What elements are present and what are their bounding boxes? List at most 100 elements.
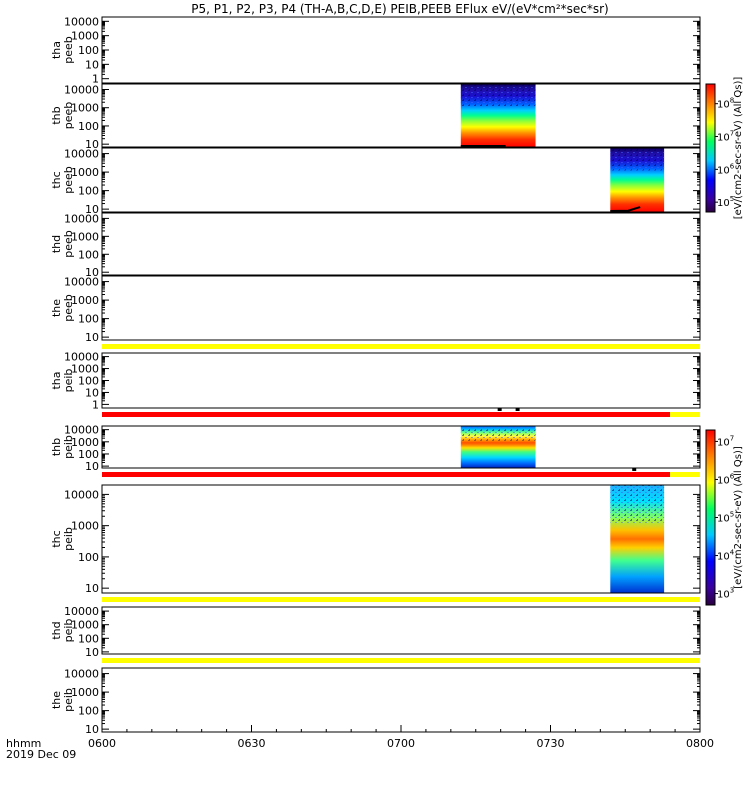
colorbar-tick-label: 107 <box>717 130 734 144</box>
y-tick-label: 10000 <box>64 605 99 618</box>
x-axis-label-date: 2019 Dec 09 <box>6 748 76 761</box>
mode-indicator-dot <box>515 408 520 411</box>
colorbar-tick-exponent: 7 <box>730 130 734 138</box>
colorbar-tick-label: 103 <box>717 587 734 601</box>
panel-label-probe: thc <box>50 171 63 188</box>
panel-thc-peib: 10 100 1000 10000 thc peib <box>50 484 701 602</box>
panel-frame <box>101 425 701 469</box>
panel-label-product: peeb <box>62 166 75 194</box>
spectrogram-noise <box>460 426 536 441</box>
panel-frame <box>101 352 701 409</box>
mode-indicator-bar <box>670 472 700 477</box>
panel-label-product: peib <box>62 619 75 643</box>
panel-label-product: peib <box>62 688 75 712</box>
panel-label-product: peeb <box>62 230 75 258</box>
panel-label-probe: thb <box>50 106 63 124</box>
y-tick-label: 100 <box>78 705 99 718</box>
y-tick-label: 1000 <box>71 230 99 243</box>
y-tick-label: 10 <box>85 646 99 659</box>
panel-frame <box>101 83 701 148</box>
colorbar-tick-label: 105 <box>717 511 734 525</box>
mode-indicator-bar <box>102 412 671 417</box>
panel-label-product: peeb <box>62 294 75 322</box>
panel-label-probe: thc <box>50 530 63 547</box>
chart-title: P5, P1, P2, P3, P4 (TH-A,B,C,D,E) PEIB,P… <box>191 2 608 16</box>
panel-frame <box>101 606 701 655</box>
panel-label-probe: thd <box>50 235 63 253</box>
spectrogram-noise <box>460 84 536 107</box>
panel-label-probe: the <box>50 299 63 317</box>
y-tick-label: 10 <box>85 386 99 399</box>
y-tick-label: 10 <box>85 723 99 736</box>
panel-frame <box>101 212 701 276</box>
y-tick-label: 100 <box>78 448 99 461</box>
y-tick-label: 100 <box>78 551 99 564</box>
y-tick-label: 10000 <box>64 276 99 289</box>
colorbar-tick-label: 108 <box>717 97 734 111</box>
colorbar-tick-exponent: 7 <box>730 434 734 442</box>
colorbar-label: [eV/(cm2-sec-sr-eV) (All Qs)] <box>733 446 744 589</box>
y-tick-label: 100 <box>78 375 99 388</box>
x-axis-label-hhmm: hhmm <box>6 737 41 750</box>
colorbar-scale <box>705 83 716 213</box>
y-tick-label: 10 <box>85 203 99 216</box>
y-tick-label: 1000 <box>71 619 99 632</box>
mode-indicator-bar <box>102 344 700 349</box>
panel-frame <box>101 147 701 213</box>
panel-label-product: peeb <box>62 102 75 130</box>
y-tick-label: 100 <box>78 313 99 326</box>
y-tick-label: 1000 <box>71 363 99 376</box>
panel-label-probe: tha <box>50 41 63 59</box>
panel-label-product: peib <box>62 369 75 393</box>
spacecraft-potential-line <box>610 206 641 212</box>
y-tick-label: 10000 <box>64 488 99 501</box>
mode-indicator-dot <box>497 408 502 411</box>
x-tick-label: 0600 <box>88 737 116 750</box>
panel-label-product: peeb <box>62 36 75 64</box>
spectrogram-noise <box>610 485 665 523</box>
y-tick-label: 10 <box>85 138 99 151</box>
y-tick-label: 100 <box>78 120 99 133</box>
colorbar-tick-exponent: 3 <box>730 587 734 595</box>
mode-indicator-dot <box>632 468 637 471</box>
y-tick-label: 10000 <box>64 212 99 225</box>
y-tick-label: 100 <box>78 248 99 261</box>
colorbar-tick-exponent: 4 <box>730 549 735 557</box>
spectrogram-noise <box>610 148 665 171</box>
panel-frame <box>101 667 701 733</box>
panel-frame <box>101 484 701 594</box>
mode-indicator-bar <box>102 658 700 663</box>
colorbar-label: [eV/(cm2-sec-sr-eV) (All Qs)] <box>733 77 744 220</box>
panel-label-product: peib <box>62 527 75 551</box>
x-tick-label: 0730 <box>537 737 565 750</box>
y-tick-label: 1 <box>92 398 99 411</box>
panel-label-probe: thd <box>50 621 63 639</box>
y-tick-label: 10000 <box>64 424 99 437</box>
colorbar-scale <box>705 429 716 606</box>
panel-label-probe: the <box>50 691 63 709</box>
y-tick-label: 10000 <box>64 15 99 28</box>
x-tick-label: 0630 <box>238 737 266 750</box>
y-tick-label: 10000 <box>64 668 99 681</box>
colorbar-tick-label: 105 <box>717 195 734 209</box>
y-tick-label: 1000 <box>71 520 99 533</box>
colorbar-tick-exponent: 5 <box>730 511 734 519</box>
y-tick-label: 100 <box>78 632 99 645</box>
y-tick-label: 1000 <box>71 436 99 449</box>
x-tick-label: 0800 <box>686 737 714 750</box>
y-tick-label: 1 <box>92 73 99 86</box>
colorbar-tick-exponent: 6 <box>730 162 735 170</box>
panel-label-probe: thb <box>50 438 63 456</box>
x-tick-label: 0700 <box>387 737 415 750</box>
y-tick-label: 10000 <box>64 83 99 96</box>
y-tick-label: 1000 <box>71 30 99 43</box>
